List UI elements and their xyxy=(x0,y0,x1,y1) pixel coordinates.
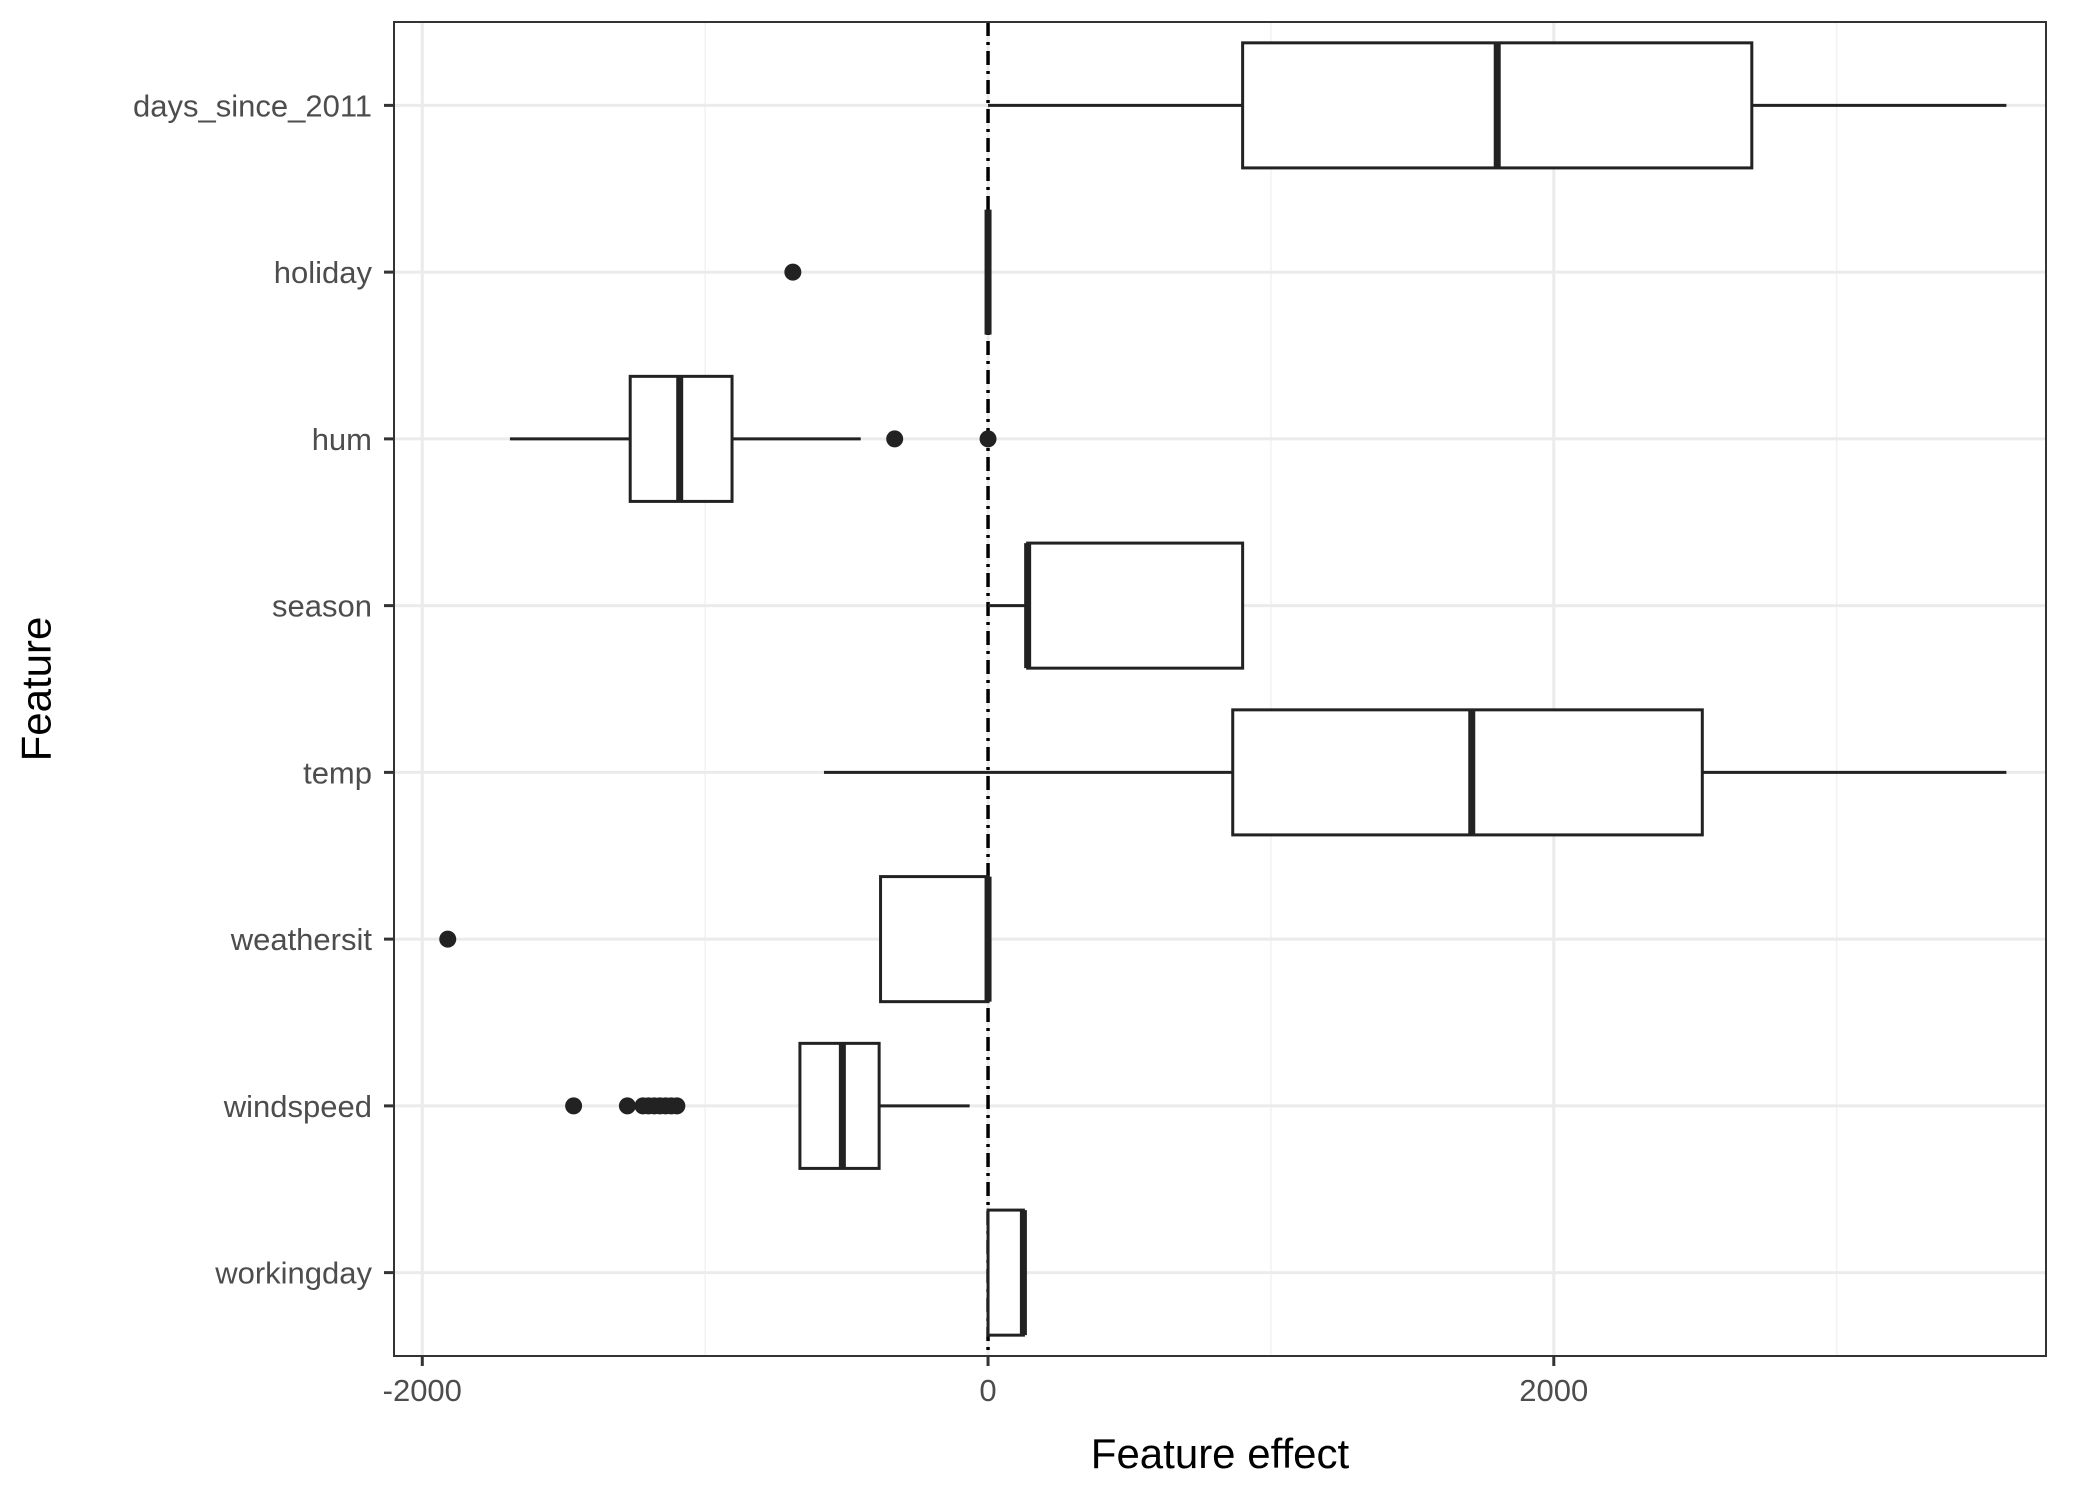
y-tick-label: workingday xyxy=(214,1256,372,1291)
y-axis-title: Feature xyxy=(13,617,60,762)
box-holiday xyxy=(784,209,992,335)
outlier-point xyxy=(979,430,997,448)
y-tick-label: weathersit xyxy=(230,922,373,957)
y-tick-label: holiday xyxy=(274,255,373,290)
outlier-point xyxy=(565,1097,583,1115)
boxes-layer xyxy=(439,41,2007,1337)
box-hum xyxy=(509,374,997,503)
y-tick-label: season xyxy=(272,589,372,624)
y-tick-label: windspeed xyxy=(223,1089,372,1124)
x-tick-label: 2000 xyxy=(1519,1373,1588,1408)
axis-layer: -2000 0 2000 workingday windspeed weathersit t… xyxy=(133,88,1588,1408)
box-season xyxy=(988,541,1245,670)
box-iqr xyxy=(1231,708,1704,837)
box-workingday xyxy=(986,1208,1027,1337)
outlier-point xyxy=(886,430,904,448)
box-iqr xyxy=(986,1208,1025,1337)
x-tick-label: -2000 xyxy=(383,1373,462,1408)
outlier-point xyxy=(784,263,802,281)
x-axis-title: Feature effect xyxy=(1091,1430,1350,1477)
box-iqr xyxy=(1026,541,1245,670)
x-tick-label: 0 xyxy=(979,1373,996,1408)
y-tick-label: hum xyxy=(312,422,372,457)
y-tick-label: temp xyxy=(303,755,372,790)
box-days-since-2011 xyxy=(988,41,2007,170)
box-weathersit xyxy=(439,875,992,1004)
box-windspeed xyxy=(565,1041,970,1170)
grid-layer xyxy=(394,22,2046,1356)
panel-border xyxy=(393,21,2047,1357)
outlier-point xyxy=(668,1097,686,1115)
box-iqr xyxy=(879,875,990,1004)
outlier-point xyxy=(618,1097,636,1115)
box-temp xyxy=(823,708,2007,837)
y-tick-label: days_since_2011 xyxy=(133,88,372,123)
outlier-point xyxy=(439,930,457,948)
